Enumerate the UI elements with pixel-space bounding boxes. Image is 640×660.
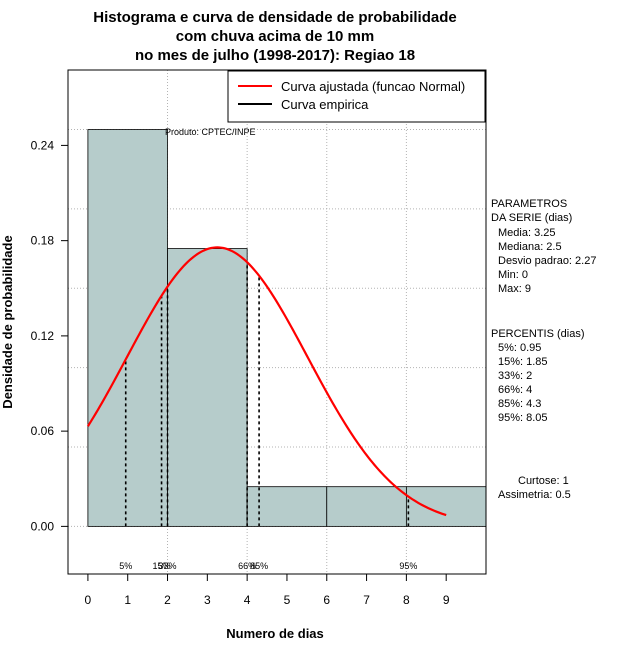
chart-title-line-1: Histograma e curva de densidade de proba… xyxy=(93,9,456,26)
percentile-tick-label-15: 15% xyxy=(153,561,171,571)
histogram-bar-1 xyxy=(167,248,248,527)
y-axis-label: Densidade de probabilidade xyxy=(0,235,15,408)
percentile-5: 5%: 0.95 xyxy=(498,342,541,354)
bars-layer xyxy=(87,129,487,527)
percentile-tick-label-95: 95% xyxy=(399,561,417,571)
product-label: Produto: CPTEC/INPE xyxy=(165,127,256,137)
percentile-tick-label-85: 85% xyxy=(250,561,268,571)
y-tick-label: 0.00 xyxy=(31,519,55,533)
axes-layer: 0 1 2 3 4 5 6 7 8 9 0.00 0.06 0.12 0.18 0.24 xyxy=(31,138,450,607)
percentile-66: 66%: 4 xyxy=(498,384,532,396)
parameter-std: Desvio padrao: 2.27 xyxy=(498,255,596,267)
x-tick-label: 4 xyxy=(244,593,251,607)
legend-box xyxy=(227,70,486,123)
legend-fitted-label: Curva ajustada (funcao Normal) xyxy=(281,79,465,94)
chart-title-line-2: com chuva acima de 10 mm xyxy=(176,28,374,45)
x-tick-label: 1 xyxy=(124,593,131,607)
x-tick-label: 2 xyxy=(164,593,171,607)
x-axis-label: Numero de dias xyxy=(226,626,324,641)
x-tick-label: 8 xyxy=(403,593,410,607)
y-tick-label: 0.06 xyxy=(31,424,55,438)
parameter-median: Mediana: 2.5 xyxy=(498,241,562,253)
percentile-tick-label-66: 66% xyxy=(238,561,256,571)
x-tick-label: 5 xyxy=(284,593,291,607)
percentile-33: 33%: 2 xyxy=(498,370,532,382)
fitted-normal-curve xyxy=(86,246,447,517)
x-tick-label: 9 xyxy=(443,593,450,607)
x-tick-label: 6 xyxy=(323,593,330,607)
percentile-85: 85%: 4.3 xyxy=(498,398,541,410)
percentile-tick-label-33: 33% xyxy=(159,561,177,571)
x-tick-label: 0 xyxy=(85,593,92,607)
histogram-bar-4 xyxy=(405,486,487,527)
parameters-heading-2: DA SERIE (dias) xyxy=(491,212,572,224)
y-tick-label: 0.12 xyxy=(31,329,55,343)
kurtosis-value: Curtose: 1 xyxy=(518,475,569,487)
parameters-heading-1: PARAMETROS xyxy=(491,198,567,210)
parameter-mean: Media: 3.25 xyxy=(498,227,555,239)
percentile-15: 15%: 1.85 xyxy=(498,356,548,368)
percentile-lines-layer xyxy=(124,262,410,527)
percentiles-heading: PERCENTIS (dias) xyxy=(491,328,585,340)
x-tick-label: 3 xyxy=(204,593,211,607)
skewness-value: Assimetria: 0.5 xyxy=(498,489,571,501)
parameter-min: Min: 0 xyxy=(498,269,528,281)
histogram-bar-3 xyxy=(326,486,407,527)
x-tick-label: 7 xyxy=(363,593,370,607)
y-tick-label: 0.18 xyxy=(31,234,55,248)
parameter-max: Max: 9 xyxy=(498,283,531,295)
chart-title-line-3: no mes de julho (1998-2017): Regiao 18 xyxy=(135,47,415,64)
parameters-panel: PARAMETROS DA SERIE (dias) Media: 3.25 M… xyxy=(491,198,596,295)
percentiles-panel: PERCENTIS (dias) 5%: 0.95 15%: 1.85 33%:… xyxy=(491,328,585,424)
legend-empirical-label: Curva empirica xyxy=(281,97,369,112)
legend: Curva ajustada (funcao Normal) Curva emp… xyxy=(227,70,486,123)
shape-panel: Curtose: 1 Assimetria: 0.5 xyxy=(498,475,571,501)
percentile-tick-label-5: 5% xyxy=(119,561,132,571)
percentile-95: 95%: 8.05 xyxy=(498,412,548,424)
histogram-bar-0 xyxy=(87,129,168,527)
y-tick-label: 0.24 xyxy=(31,138,55,152)
curve-layer: 5% 15%33% 66%85% 95% xyxy=(86,246,447,571)
